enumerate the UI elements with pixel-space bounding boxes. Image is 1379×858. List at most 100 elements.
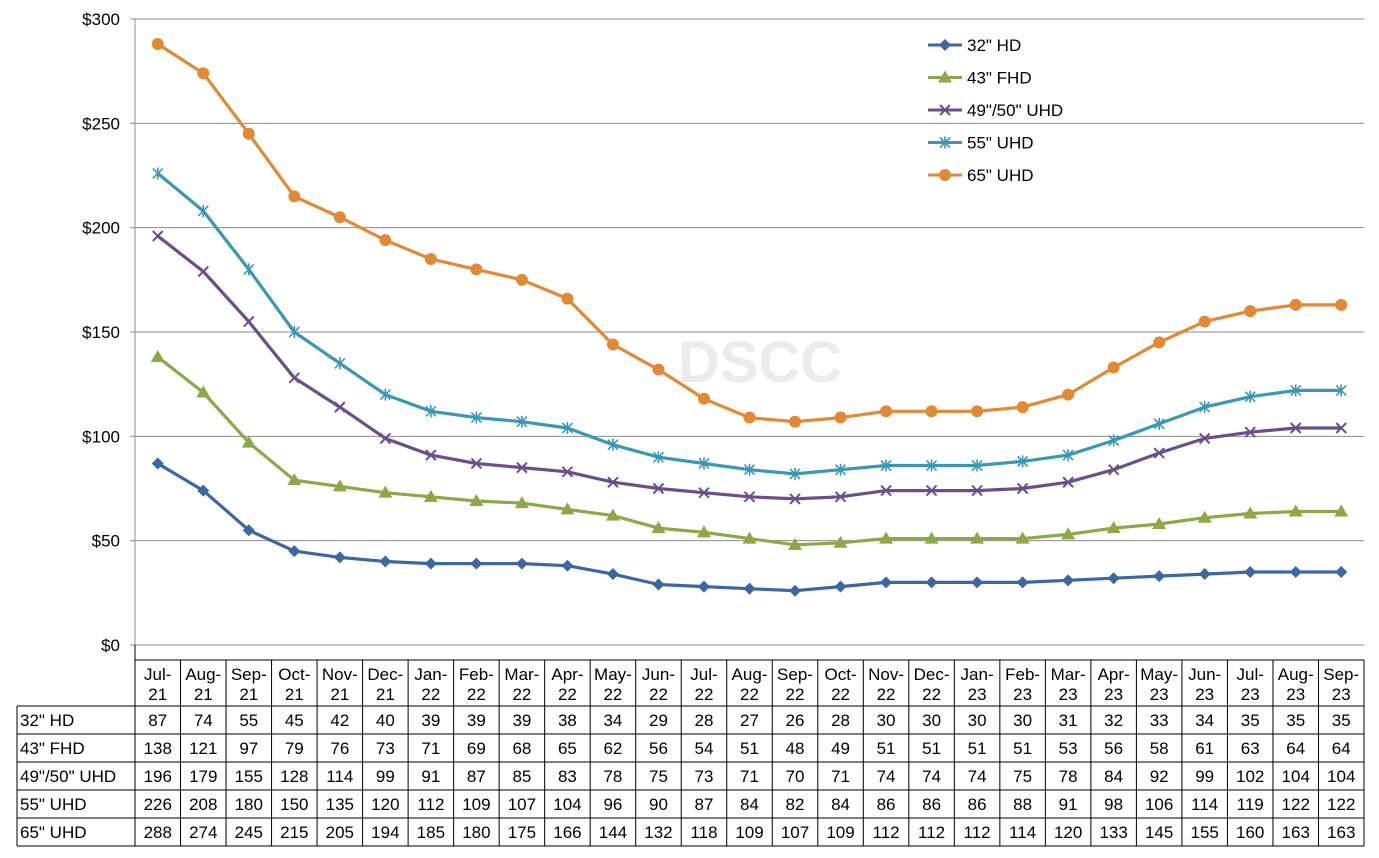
table-cell: 107 [781,823,809,842]
data-point [1107,464,1120,476]
data-point [1335,565,1348,578]
data-point [743,491,756,503]
data-point [242,127,255,140]
table-cell: 274 [189,823,217,842]
x-tick-label: 21 [194,685,213,704]
table-cell: 74 [877,767,896,786]
data-point [880,484,892,497]
table-cell: 87 [695,795,714,814]
table-cell: 85 [512,767,531,786]
y-tick-label: $200 [82,219,120,238]
data-point [607,476,619,488]
table-cell: 30 [877,711,896,730]
data-point [241,435,256,448]
table-cell: 138 [144,739,172,758]
x-tick-label: 23 [1104,685,1123,704]
data-point [514,496,529,509]
table-cell: 132 [644,823,672,842]
table-cell: 180 [462,823,490,842]
x-tick-label: Mar- [504,665,539,684]
x-tick-label: 22 [558,685,577,704]
table-cell: 39 [467,711,486,730]
table-cell: 31 [1059,711,1078,730]
data-point [789,467,801,480]
table-cell: 98 [1104,795,1123,814]
x-tick-label: 23 [1150,685,1169,704]
table-row-label: 32" HD [20,711,74,730]
data-point [606,568,619,581]
table-cell: 55 [239,711,258,730]
table-cell: 74 [194,711,213,730]
x-tick-label: Oct- [278,665,310,684]
data-point [742,531,757,544]
x-tick-label: Mar- [1051,665,1086,684]
data-point [561,421,573,434]
y-tick-label: $0 [101,636,120,655]
table-cell: 53 [1059,739,1078,758]
data-point [242,524,255,537]
table-cell: 208 [189,795,217,814]
data-point [333,551,346,564]
data-point [652,451,665,464]
data-point [1244,305,1257,318]
table-cell: 120 [371,795,399,814]
data-point [197,484,210,497]
data-point [789,493,801,505]
table-cell: 49 [831,739,850,758]
data-point [1017,455,1029,468]
table-cell: 104 [553,795,581,814]
legend-item: 32" HD [928,36,1021,55]
x-tick-label: 22 [740,685,759,704]
x-tick-label: 23 [1286,685,1305,704]
table-cell: 112 [873,823,900,842]
table-cell: 160 [1236,823,1264,842]
x-tick-label: Jun- [1188,665,1221,684]
legend: 32" HD 43" FHD 49"/50" UHD 55" UHD 65" UHD [928,36,1063,185]
data-point [1199,401,1211,414]
table-cell: 76 [330,739,349,758]
table-cell: 58 [1150,739,1169,758]
table-cell: 42 [330,711,349,730]
data-point [470,557,483,570]
table-cell: 83 [558,767,577,786]
data-point [470,411,482,424]
data-point [834,463,847,476]
x-tick-label: Aug- [1278,665,1314,684]
data-point [1334,504,1349,517]
table-cell: 120 [1054,823,1082,842]
data-point [834,580,847,593]
x-tick-label: 22 [421,685,440,704]
data-point [470,263,483,276]
table-cell: 63 [1241,739,1260,758]
table-cell: 84 [740,795,759,814]
data-point [1290,422,1302,434]
table-cell: 112 [918,823,945,842]
table-cell: 104 [1282,767,1310,786]
data-point [834,491,847,503]
data-point [1107,361,1120,374]
legend-item: 55" UHD [928,134,1034,153]
legend-marker [938,70,952,83]
y-axis: $0 $50 $100 $150 $200 $250 $300 [82,10,136,655]
table-cell: 82 [786,795,805,814]
data-point [288,372,301,384]
table-cell: 118 [690,823,717,842]
data-point [1062,388,1075,401]
data-point [698,457,710,470]
table-row-label: 43" FHD [20,739,85,758]
table-cell: 128 [280,767,308,786]
x-tick-label: 22 [877,685,896,704]
table-cell: 40 [376,711,395,730]
data-point [971,459,983,472]
x-tick-label: 22 [695,685,714,704]
data-point [425,449,437,461]
table-cell: 114 [1191,795,1218,814]
table-row-label: 55" UHD [20,795,87,814]
data-point [378,485,393,498]
table-cell: 62 [603,739,622,758]
data-point [379,432,392,445]
table-cell: 75 [1013,767,1032,786]
table-cell: 35 [1332,711,1351,730]
data-point [925,405,938,418]
table-cell: 84 [1104,767,1123,786]
